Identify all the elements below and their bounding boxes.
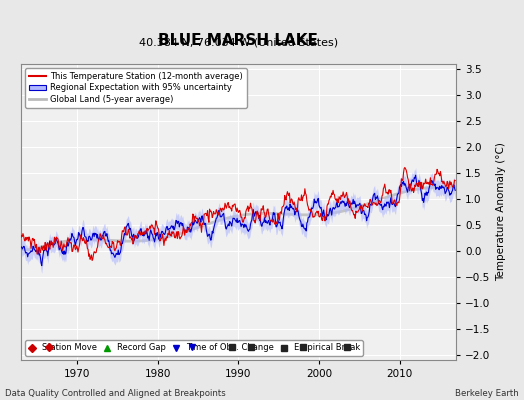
Legend: Station Move, Record Gap, Time of Obs. Change, Empirical Break: Station Move, Record Gap, Time of Obs. C… bbox=[25, 340, 363, 356]
Text: Berkeley Earth: Berkeley Earth bbox=[455, 389, 519, 398]
Title: BLUE MARSH LAKE: BLUE MARSH LAKE bbox=[158, 32, 319, 48]
Text: 40.384 N, 76.034 W (United States): 40.384 N, 76.034 W (United States) bbox=[139, 38, 338, 48]
Text: Data Quality Controlled and Aligned at Breakpoints: Data Quality Controlled and Aligned at B… bbox=[5, 389, 226, 398]
Y-axis label: Temperature Anomaly (°C): Temperature Anomaly (°C) bbox=[496, 142, 506, 282]
